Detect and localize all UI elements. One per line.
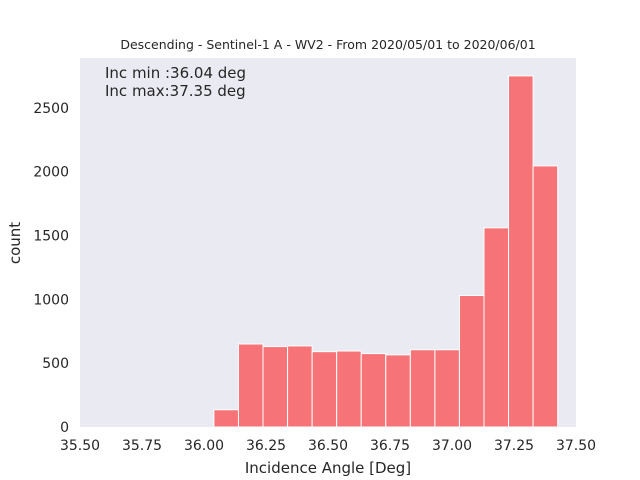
x-tick-label-7: 37.25 bbox=[494, 438, 534, 454]
y-tick-label-2: 1000 bbox=[33, 292, 69, 308]
histogram-bar-5 bbox=[336, 350, 362, 428]
annotation-inc-max: Inc max:37.35 deg bbox=[105, 82, 246, 100]
histogram-bar-10 bbox=[458, 294, 485, 428]
histogram-bar-9 bbox=[434, 349, 460, 428]
bars-group bbox=[213, 75, 559, 428]
annotation-inc-min: Inc min :36.04 deg bbox=[105, 64, 246, 82]
y-axis-label: count bbox=[6, 222, 24, 264]
histogram-bar-2 bbox=[262, 346, 289, 428]
chart-title: Descending - Sentinel-1 A - WV2 - From 2… bbox=[120, 37, 535, 52]
y-tick-label-3: 1500 bbox=[33, 228, 69, 244]
x-tick-label-4: 36.50 bbox=[308, 438, 348, 454]
x-tick-label-3: 36.25 bbox=[246, 438, 286, 454]
y-tick-label-4: 2000 bbox=[33, 165, 69, 181]
histogram-bar-3 bbox=[287, 345, 313, 428]
histogram-bar-0 bbox=[213, 409, 239, 428]
histogram-bar-6 bbox=[360, 353, 387, 428]
histogram-bar-7 bbox=[385, 354, 411, 428]
histogram-bar-11 bbox=[483, 227, 510, 428]
histogram-bar-13 bbox=[532, 165, 559, 428]
x-tick-label-1: 35.75 bbox=[122, 438, 162, 454]
y-tick-label-5: 2500 bbox=[33, 101, 69, 117]
histogram-bar-1 bbox=[237, 343, 264, 428]
x-tick-label-2: 36.00 bbox=[184, 438, 224, 454]
histogram-bar-8 bbox=[409, 349, 436, 428]
x-tick-labels: 35.50 35.75 36.00 36.25 36.50 36.75 37.00 37.25… bbox=[60, 438, 596, 454]
y-tick-label-1: 500 bbox=[42, 356, 69, 372]
y-tick-label-0: 0 bbox=[60, 420, 69, 436]
histogram-bar-4 bbox=[311, 351, 338, 428]
y-tick-labels: 0 500 1000 1500 2000 2500 bbox=[33, 101, 69, 436]
x-tick-label-6: 37.00 bbox=[432, 438, 472, 454]
x-tick-label-8: 37.50 bbox=[556, 438, 596, 454]
histogram-bar-12 bbox=[508, 75, 534, 428]
x-tick-label-5: 36.75 bbox=[370, 438, 410, 454]
x-tick-label-0: 35.50 bbox=[60, 438, 100, 454]
x-axis-label: Incidence Angle [Deg] bbox=[245, 459, 411, 477]
